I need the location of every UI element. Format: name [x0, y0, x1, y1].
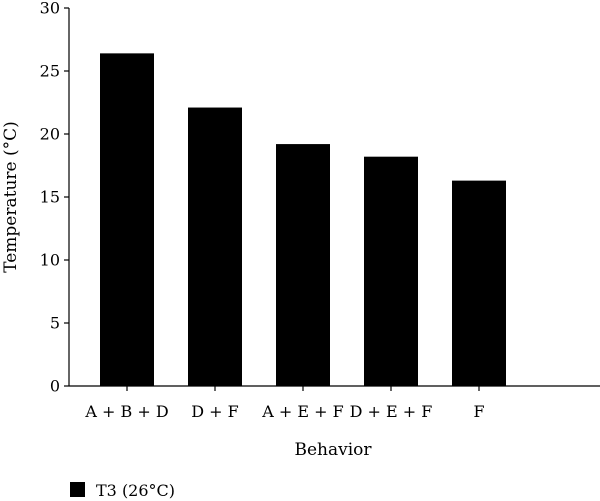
y-axis-title: Temperature (°C): [1, 121, 21, 273]
x-tick-label: D + F: [191, 402, 239, 421]
y-tick-label: 25: [40, 62, 60, 81]
x-axis-title: Behavior: [294, 440, 372, 460]
x-tick-label: F: [473, 402, 484, 421]
x-axis: A + B + D D + F A + E + F D + E + F F: [69, 385, 600, 421]
bar: [452, 180, 506, 386]
y-tick-label: 0: [50, 377, 60, 396]
y-tick-label: 15: [40, 188, 60, 207]
legend-label: T3 (26°C): [96, 481, 175, 500]
bars: [100, 53, 506, 387]
y-axis: 0 5 10 15 20 25 30: [40, 0, 70, 396]
y-tick-label: 30: [40, 0, 60, 18]
bar: [100, 53, 154, 387]
y-tick-label: 5: [50, 314, 60, 333]
legend: T3 (26°C): [70, 481, 175, 500]
x-tick-label: D + E + F: [350, 402, 433, 421]
y-tick-label: 20: [40, 125, 60, 144]
bar: [276, 144, 330, 386]
legend-swatch: [70, 482, 85, 497]
y-tick-label: 10: [40, 251, 60, 270]
x-tick-label: A + E + F: [261, 402, 344, 421]
bar: [364, 156, 418, 386]
x-tick-label: A + B + D: [84, 402, 168, 421]
bar: [188, 107, 242, 386]
